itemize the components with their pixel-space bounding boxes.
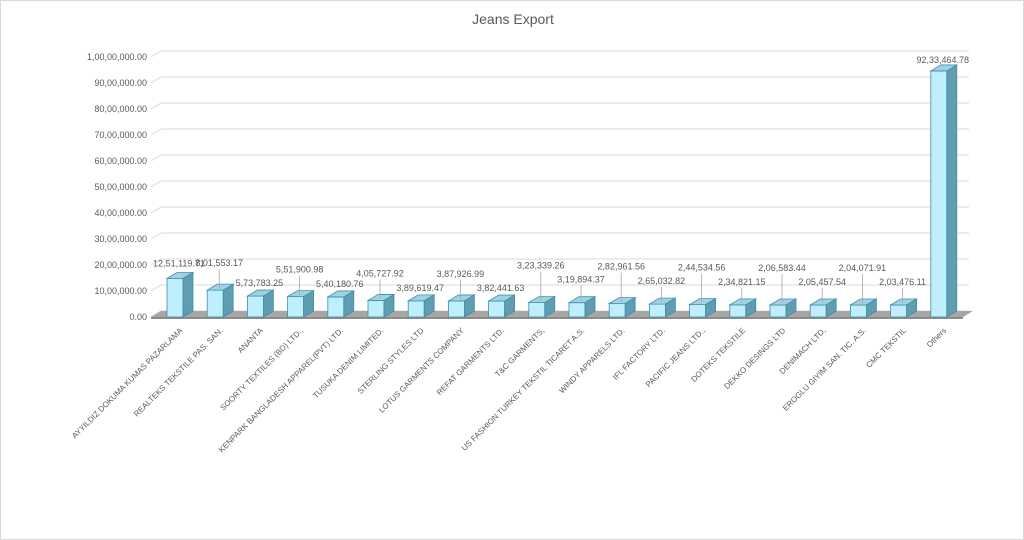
y-axis: 0.00 10,00,000.00 20,00,000.00 30,00,000.00… <box>87 52 147 322</box>
bar <box>326 290 356 318</box>
gridline <box>150 128 969 136</box>
bar <box>487 294 517 318</box>
data-label: 5,73,783.25 <box>236 278 284 288</box>
bar <box>567 295 597 318</box>
y-tick-label: 90,00,000.00 <box>94 78 147 88</box>
y-tick-label: 10,00,000.00 <box>94 286 147 296</box>
bar <box>808 298 838 318</box>
bar <box>688 297 718 318</box>
data-label: 3,82,441.63 <box>477 283 525 293</box>
y-tick-label: 50,00,000.00 <box>94 182 147 192</box>
gridline <box>150 206 969 214</box>
bar <box>607 296 637 318</box>
x-tick-label: REFAT GARMENTS LTD. <box>435 326 506 397</box>
bar <box>165 271 195 318</box>
chart-floor-plane <box>151 311 973 317</box>
bar <box>446 294 476 318</box>
data-label: 2,03,476.11 <box>879 277 926 287</box>
data-label: 12,51,119.71 <box>153 258 205 268</box>
data-label: 4,05,727.92 <box>356 268 404 278</box>
data-label: 92,33,464.78 <box>917 55 970 65</box>
data-label: 5,40,180.76 <box>316 279 364 289</box>
bar <box>366 293 396 318</box>
bar <box>768 298 798 318</box>
chart-floor-edge <box>151 317 963 319</box>
bar <box>889 298 919 318</box>
y-tick-label: 0.00 <box>129 312 147 322</box>
x-tick-label: CMC TEKSTIL <box>864 326 908 370</box>
data-label: 2,05,457.54 <box>798 277 846 287</box>
data-label: 5,51,900.98 <box>276 265 324 275</box>
bar <box>286 289 316 318</box>
x-tick-label: REALTEKS TEKSTILE PAS. SAN. <box>132 326 225 419</box>
y-tick-label: 30,00,000.00 <box>94 234 147 244</box>
gridline <box>150 154 969 162</box>
bar <box>205 283 235 318</box>
chart-floor <box>151 311 973 319</box>
y-tick-label: 60,00,000.00 <box>94 156 147 166</box>
gridline <box>150 50 969 58</box>
x-tick-label: Others <box>925 326 948 349</box>
data-label: 2,82,961.56 <box>597 262 645 272</box>
data-label: 8,01,553.17 <box>195 258 243 268</box>
gridline <box>150 232 969 240</box>
bar <box>245 289 275 318</box>
data-label: 3,23,339.26 <box>517 261 565 271</box>
data-label: 2,34,821.15 <box>718 277 766 287</box>
bar <box>527 295 557 318</box>
chart-title: Jeans Export <box>472 11 554 27</box>
bar <box>406 294 436 318</box>
data-label: 2,65,032.82 <box>638 276 686 286</box>
x-tick-label: SOORTY TEXTILES (BD) LTD., <box>219 326 305 412</box>
data-labels: 12,51,119.718,01,553.17 5,73,783.25 5,51,9… <box>153 55 969 303</box>
y-tick-label: 70,00,000.00 <box>94 130 147 140</box>
data-label: 3,19,894.37 <box>557 275 605 285</box>
gridline <box>150 102 969 110</box>
x-tick-label: LOTUS GARMENTS COMPANY <box>377 326 466 415</box>
x-tick-label: TUSUKA DENIM LIMITED. <box>311 326 385 400</box>
bar <box>848 298 878 318</box>
y-tick-label: 80,00,000.00 <box>94 104 147 114</box>
bar <box>929 64 959 318</box>
x-tick-label: WINDY APPARELS LTD. <box>557 326 626 395</box>
gridline <box>150 258 969 266</box>
y-tick-label: 40,00,000.00 <box>94 208 147 218</box>
bar <box>647 297 677 318</box>
data-label: 3,89,619.47 <box>396 283 444 293</box>
bars <box>165 64 959 318</box>
data-label: 2,06,583.44 <box>758 263 806 273</box>
gridline <box>150 76 969 84</box>
bar <box>728 298 758 318</box>
y-tick-label: 1,00,00,000.00 <box>87 52 147 62</box>
gridline <box>150 284 969 292</box>
data-label: 3,87,926.99 <box>437 269 485 279</box>
x-tick-label: STERLING STYLES LTD <box>356 326 426 396</box>
x-axis: AYYILDIZ DOKUMA KUMAS PAZARLAMAREALTEKS … <box>70 326 948 455</box>
gridline <box>150 180 969 188</box>
x-tick-label: ANANTA <box>236 326 265 355</box>
data-label: 2,04,071.91 <box>839 263 887 273</box>
y-tick-label: 20,00,000.00 <box>94 260 147 270</box>
data-label: 2,44,534.56 <box>678 263 726 273</box>
x-tick-label: EROGLU GIYIM SAN. TIC. A.S. <box>781 326 868 413</box>
